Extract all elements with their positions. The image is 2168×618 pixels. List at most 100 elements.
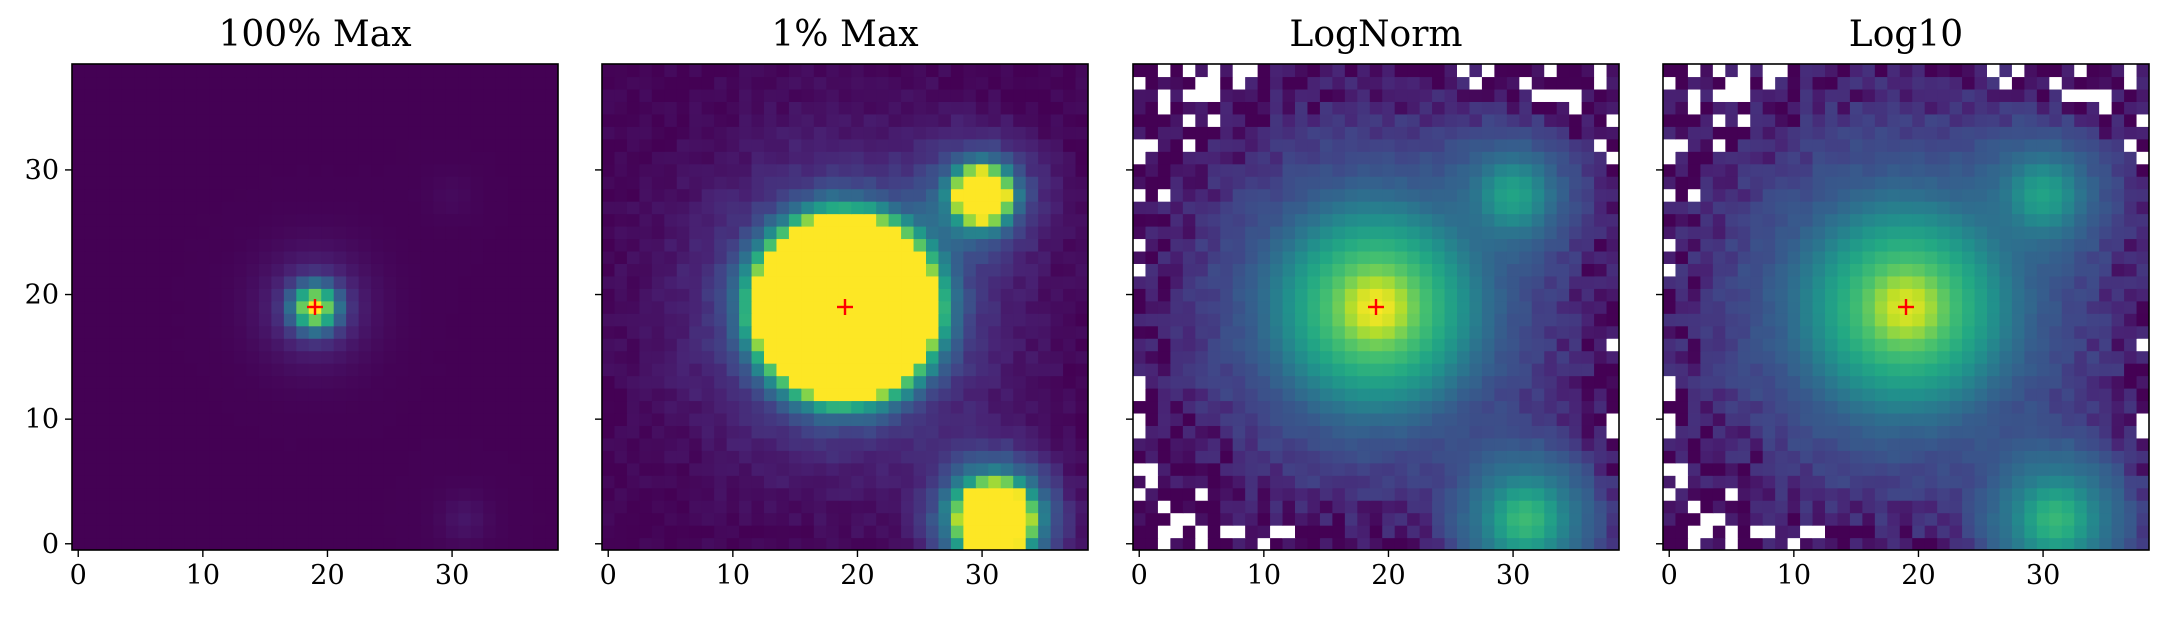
heatmap-cell xyxy=(1344,462,1358,476)
heatmap-cell xyxy=(1245,263,1259,277)
heatmap-cell xyxy=(396,138,410,152)
heatmap-cell xyxy=(96,226,110,240)
heatmap-cell xyxy=(888,325,902,339)
heatmap-cell xyxy=(520,500,534,514)
heatmap-cell xyxy=(913,437,927,451)
heatmap-cell xyxy=(714,275,728,289)
heatmap-cell xyxy=(433,288,447,302)
heatmap-cell xyxy=(1407,151,1421,165)
heatmap-cell xyxy=(726,437,740,451)
heatmap-cell xyxy=(458,126,472,140)
heatmap-cell xyxy=(1569,163,1583,177)
heatmap-cell xyxy=(888,450,902,464)
heatmap-cell xyxy=(2024,500,2038,514)
heatmap-cell xyxy=(121,525,135,539)
heatmap-cell xyxy=(2049,525,2063,539)
heatmap-cell xyxy=(308,64,322,78)
heatmap-cell xyxy=(1220,325,1234,339)
heatmap-cell xyxy=(913,425,927,439)
heatmap-cell xyxy=(1775,475,1789,489)
heatmap-cell xyxy=(470,350,484,364)
heatmap-cell xyxy=(602,512,616,526)
heatmap-cell xyxy=(913,213,927,227)
heatmap-cell xyxy=(826,113,840,127)
heatmap-cell xyxy=(813,138,827,152)
heatmap-cell xyxy=(121,313,135,327)
heatmap-cell xyxy=(433,275,447,289)
heatmap-cell xyxy=(420,350,434,364)
heatmap-cell xyxy=(1145,113,1159,127)
heatmap-cell xyxy=(1394,76,1408,90)
heatmap-cell xyxy=(483,450,497,464)
heatmap-cell xyxy=(988,325,1002,339)
heatmap-cell xyxy=(1457,350,1471,364)
heatmap-cell xyxy=(1369,412,1383,426)
heatmap-cell xyxy=(1712,475,1726,489)
heatmap-cell xyxy=(171,250,185,264)
heatmap-cell xyxy=(813,113,827,127)
heatmap-cell xyxy=(1245,425,1259,439)
heatmap-cell xyxy=(221,338,235,352)
heatmap-cell xyxy=(1494,313,1508,327)
heatmap-cell xyxy=(1962,512,1976,526)
heatmap-cell xyxy=(1407,213,1421,227)
heatmap-cell xyxy=(788,76,802,90)
center-marker xyxy=(837,299,853,315)
heatmap-cell xyxy=(1369,64,1383,78)
heatmap-cell xyxy=(221,176,235,190)
heatmap-cell xyxy=(508,88,522,102)
heatmap-cell xyxy=(1295,425,1309,439)
heatmap-cell xyxy=(1182,151,1196,165)
heatmap-cell xyxy=(1195,288,1209,302)
heatmap-cell xyxy=(184,263,198,277)
heatmap-cell xyxy=(1594,288,1608,302)
heatmap-cell xyxy=(1432,151,1446,165)
heatmap-cell xyxy=(1419,500,1433,514)
heatmap-cell xyxy=(726,325,740,339)
heatmap-cell xyxy=(96,64,110,78)
heatmap-cell xyxy=(926,462,940,476)
heatmap-cell xyxy=(1556,250,1570,264)
heatmap-cell xyxy=(1232,163,1246,177)
heatmap-cell xyxy=(988,350,1002,364)
heatmap-cell xyxy=(2074,462,2088,476)
heatmap-cell xyxy=(1687,462,1701,476)
heatmap-cell xyxy=(602,263,616,277)
heatmap-cell xyxy=(614,88,628,102)
heatmap-cell xyxy=(876,325,890,339)
heatmap-cell xyxy=(626,250,640,264)
heatmap-cell xyxy=(2124,450,2138,464)
heatmap-cell xyxy=(508,263,522,277)
heatmap-cell xyxy=(271,263,285,277)
heatmap-cell xyxy=(1481,88,1495,102)
heatmap-cell xyxy=(1469,151,1483,165)
heatmap-cell xyxy=(408,101,422,115)
heatmap-cell xyxy=(1419,375,1433,389)
heatmap-cell xyxy=(1999,537,2013,550)
heatmap-cell xyxy=(1344,525,1358,539)
heatmap-cell xyxy=(333,500,347,514)
heatmap-cell xyxy=(751,400,765,414)
heatmap-cell xyxy=(520,363,534,377)
heatmap-cell xyxy=(714,400,728,414)
heatmap-cell xyxy=(1295,126,1309,140)
heatmap-cell xyxy=(1924,487,1938,501)
heatmap-cell xyxy=(508,288,522,302)
heatmap-cell xyxy=(1457,388,1471,402)
heatmap-cell xyxy=(1407,263,1421,277)
heatmap-cell xyxy=(234,487,248,501)
heatmap-cell xyxy=(258,288,272,302)
heatmap-cell xyxy=(433,487,447,501)
heatmap-cell xyxy=(408,475,422,489)
heatmap-cell xyxy=(1157,512,1171,526)
heatmap-cell xyxy=(420,163,434,177)
heatmap-cell xyxy=(1407,113,1421,127)
heatmap-cell xyxy=(888,151,902,165)
heatmap-cell xyxy=(1245,338,1259,352)
heatmap-cell xyxy=(371,163,385,177)
heatmap-cell xyxy=(1962,525,1976,539)
heatmap-cell xyxy=(975,475,989,489)
heatmap-cell xyxy=(72,300,86,314)
heatmap-cell xyxy=(602,375,616,389)
heatmap-cell xyxy=(445,275,459,289)
